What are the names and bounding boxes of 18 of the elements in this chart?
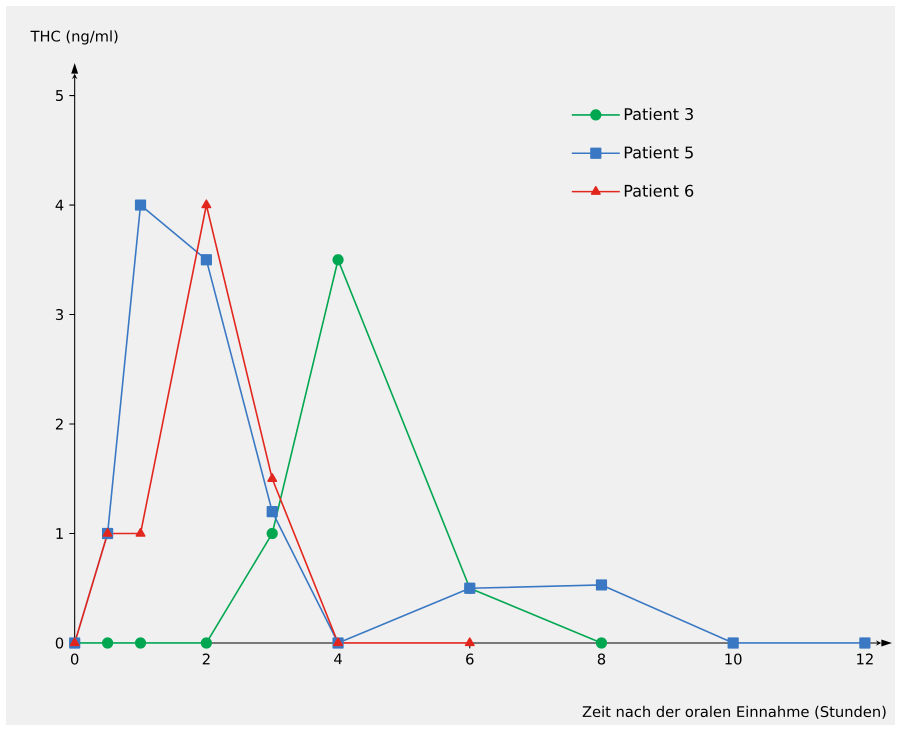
x-axis-title: Zeit nach der oralen Einnahme (Stunden)	[582, 706, 886, 719]
legend-label: Patient 6	[624, 184, 694, 197]
x-tick-label: 12	[857, 653, 873, 664]
x-tick-label: 10	[725, 653, 742, 665]
y-tick-label: 5	[56, 90, 63, 102]
y-axis-title: THC (ng/ml)	[30, 30, 118, 45]
y-tick-label: 3	[56, 308, 64, 320]
y-tick-label: 1	[56, 528, 63, 539]
x-tick-label: 2	[202, 653, 210, 664]
x-tick-label: 8	[598, 653, 606, 665]
legend-label: Patient 5	[624, 146, 693, 158]
x-tick-label: 0	[70, 653, 78, 665]
x-tick-label: 4	[334, 653, 342, 664]
legend-label: Patient 3	[624, 108, 693, 120]
y-tick-label: 4	[56, 200, 64, 210]
y-tick-label: 0	[56, 637, 64, 649]
y-tick-label: 2	[56, 418, 63, 430]
x-tick-label: 6	[466, 653, 474, 665]
